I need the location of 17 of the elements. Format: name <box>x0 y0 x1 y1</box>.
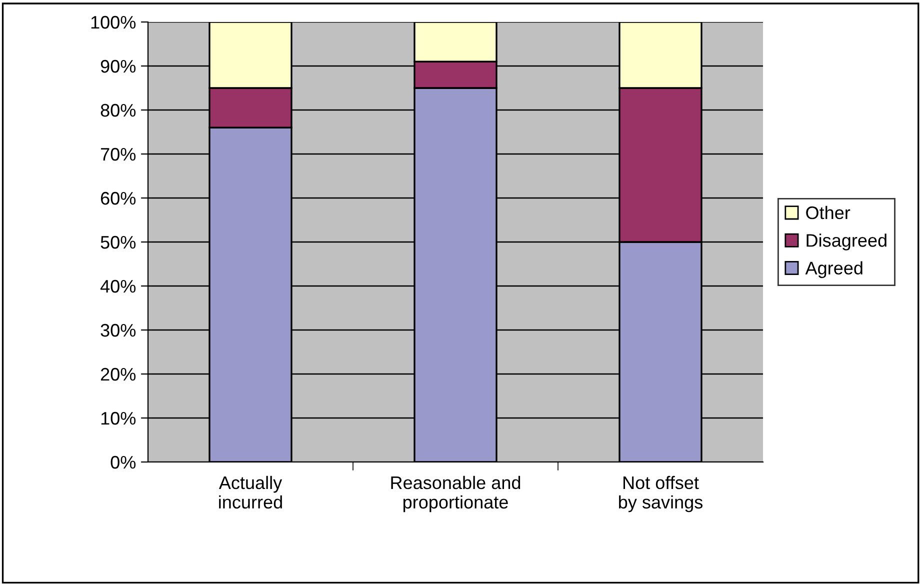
y-tick-label: 50% <box>100 236 136 249</box>
y-tick-label: 40% <box>100 280 136 293</box>
x-tick-label: Actually incurred <box>218 476 282 509</box>
legend-label: Agreed <box>805 261 862 278</box>
legend-label: Disagreed <box>806 234 886 250</box>
y-tick-label: 80% <box>100 104 136 117</box>
y-tick-label: 60% <box>100 192 136 205</box>
y-tick-label: 0% <box>110 456 136 469</box>
y-tick-label: 10% <box>101 412 136 425</box>
y-tick-label: 100% <box>91 16 136 29</box>
y-tick-label: 70% <box>100 148 136 161</box>
y-tick-label: 30% <box>100 324 136 337</box>
y-tick-label: 90% <box>100 60 136 73</box>
y-tick-label: 20% <box>100 368 136 381</box>
x-tick-label: Reasonable and proportionate <box>391 476 520 512</box>
legend-label: Other <box>806 206 850 220</box>
x-tick-label: Not offset by savings <box>619 476 703 512</box>
